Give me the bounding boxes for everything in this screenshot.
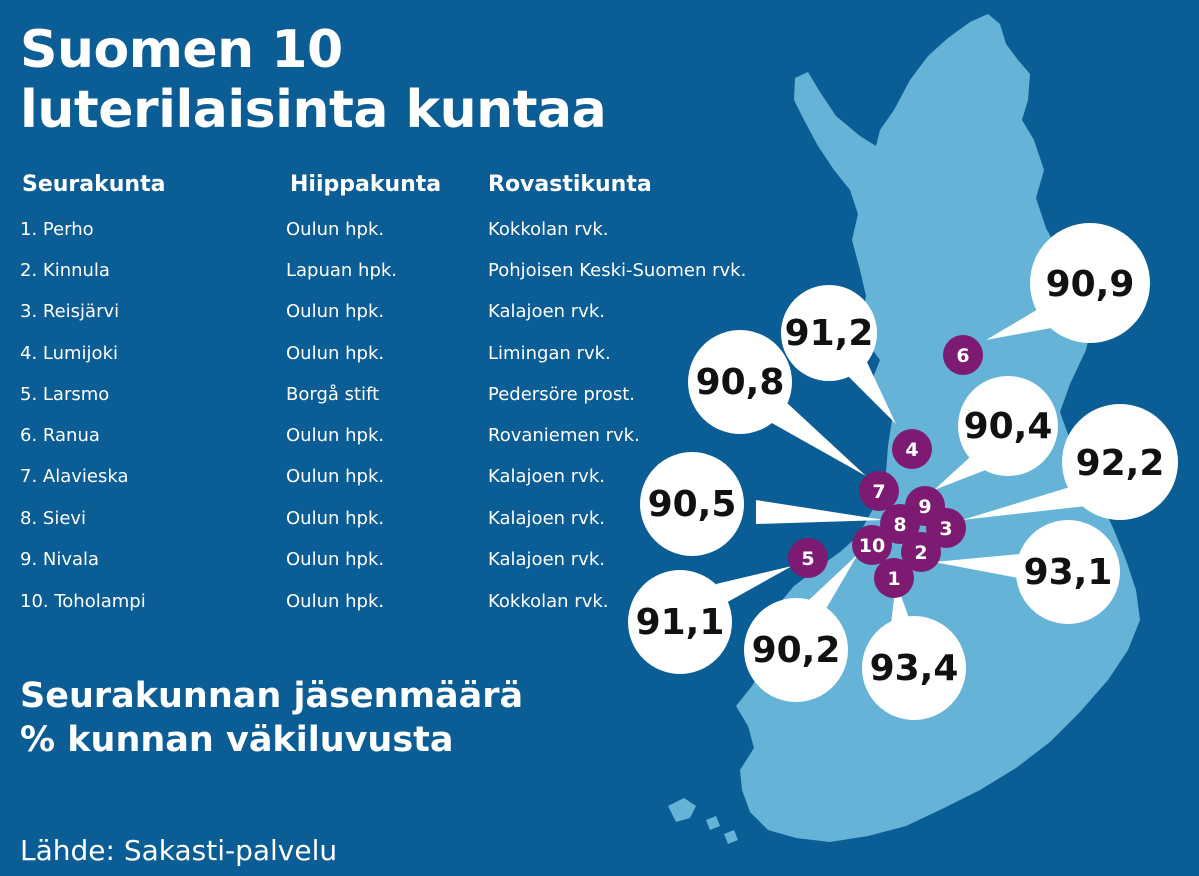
marker-3-number: 3: [939, 518, 952, 540]
marker-8[interactable]: 8: [880, 504, 920, 544]
marker-8-number: 8: [893, 514, 906, 536]
cell-rovastikunta: Kalajoen rvk.: [488, 549, 605, 570]
cell-hiippakunta: Oulun hpk.: [286, 301, 385, 322]
cell-hiippakunta: Oulun hpk.: [286, 549, 385, 570]
marker-10[interactable]: 10: [852, 525, 892, 565]
cell-rovastikunta: Pohjoisen Keski-Suomen rvk.: [488, 260, 747, 281]
bubble-10-value: 90,2: [752, 630, 841, 671]
cell-seurakunta: 2. Kinnula: [20, 260, 110, 281]
measure-description: Seurakunnan jäsenmäärä % kunnan väkiluvu…: [20, 674, 523, 762]
marker-4-number: 4: [905, 439, 918, 461]
cell-seurakunta: 1. Perho: [20, 219, 94, 240]
marker-5-number: 5: [801, 548, 814, 570]
pointer-5: [716, 566, 792, 604]
cell-seurakunta: 9. Nivala: [20, 549, 100, 570]
cell-hiippakunta: Oulun hpk.: [286, 466, 385, 487]
bubble-1: 93,4: [862, 616, 966, 720]
marker-9-number: 9: [918, 496, 931, 518]
bubble-5-value: 91,1: [636, 602, 725, 643]
bubble-9-value: 90,4: [964, 406, 1053, 447]
bubble-4-value: 91,2: [785, 313, 874, 354]
cell-seurakunta: 10. Toholampi: [20, 591, 146, 612]
cell-rovastikunta: Kokkolan rvk.: [488, 219, 609, 240]
marker-2-number: 2: [914, 542, 927, 564]
column-header-rovastikunta: Rovastikunta: [488, 172, 652, 197]
bubble-2-value: 93,1: [1024, 552, 1113, 593]
cell-rovastikunta: Pedersöre prost.: [488, 384, 635, 405]
marker-5[interactable]: 5: [788, 538, 828, 578]
marker-7[interactable]: 7: [859, 471, 899, 511]
bubble-5: 91,1: [628, 570, 732, 674]
pointer-8: [756, 500, 884, 524]
cell-seurakunta: 4. Lumijoki: [20, 343, 118, 364]
cell-rovastikunta: Kalajoen rvk.: [488, 466, 605, 487]
subtitle-line-2: % kunnan väkiluvusta: [20, 720, 454, 760]
cell-hiippakunta: Oulun hpk.: [286, 591, 385, 612]
bubble-3-value: 92,2: [1076, 443, 1165, 484]
marker-2[interactable]: 2: [901, 532, 941, 572]
marker-6[interactable]: 6: [943, 335, 983, 375]
bubble-7: 90,8: [688, 330, 792, 434]
cell-rovastikunta: Limingan rvk.: [488, 343, 611, 364]
cell-seurakunta: 7. Alavieska: [20, 466, 129, 487]
column-header-hiippakunta: Hiippakunta: [290, 172, 442, 197]
pointer-4: [844, 360, 896, 424]
archipelago-islet: [724, 830, 738, 844]
bubble-8-value: 90,5: [648, 484, 737, 525]
bubble-10: 90,2: [744, 598, 848, 702]
cell-seurakunta: 8. Sievi: [20, 508, 87, 529]
marker-1-number: 1: [887, 568, 900, 590]
cell-rovastikunta: Kokkolan rvk.: [488, 591, 609, 612]
marker-10-number: 10: [859, 535, 885, 557]
cell-hiippakunta: Oulun hpk.: [286, 219, 385, 240]
bubble-4: 91,2: [781, 285, 877, 381]
marker-1[interactable]: 1: [874, 558, 914, 598]
title-line-1: Suomen 10: [20, 20, 343, 80]
cell-hiippakunta: Borgå stift: [286, 384, 380, 405]
value-bubbles: 90,9 91,2 90,8 90,4 92,2 90,5 93,1 91,1: [628, 223, 1178, 720]
cell-seurakunta: 6. Ranua: [20, 425, 100, 446]
pointer-3: [962, 484, 1086, 520]
bubble-1-value: 93,4: [870, 648, 959, 689]
marker-7-number: 7: [872, 481, 885, 503]
cell-hiippakunta: Oulun hpk.: [286, 425, 385, 446]
municipality-markers: 6 4 7 1 2 3 9 8: [788, 335, 983, 598]
cell-seurakunta: 3. Reisjärvi: [20, 301, 120, 322]
aland-islands: [668, 798, 696, 822]
cell-hiippakunta: Oulun hpk.: [286, 508, 385, 529]
cell-rovastikunta: Kalajoen rvk.: [488, 508, 605, 529]
cell-seurakunta: 5. Larsmo: [20, 384, 110, 405]
marker-4[interactable]: 4: [892, 429, 932, 469]
pointer-2: [934, 554, 1020, 578]
title-line-2: luterilaisinta kuntaa: [20, 80, 607, 140]
bubble-2: 93,1: [1016, 520, 1120, 624]
column-header-seurakunta: Seurakunta: [22, 172, 166, 197]
bubble-3: 92,2: [1062, 404, 1178, 520]
cell-hiippakunta: Lapuan hpk.: [286, 260, 398, 281]
pointer-7: [770, 402, 866, 476]
bubble-7-value: 90,8: [696, 362, 785, 403]
subtitle-line-1: Seurakunnan jäsenmäärä: [20, 676, 524, 716]
bubble-6-value: 90,9: [1046, 264, 1135, 305]
cell-rovastikunta: Rovaniemen rvk.: [488, 425, 640, 446]
cell-hiippakunta: Oulun hpk.: [286, 343, 385, 364]
page-title: Suomen 10 luterilaisinta kuntaa: [20, 20, 607, 140]
marker-6-number: 6: [956, 345, 969, 367]
bubble-8: 90,5: [640, 452, 744, 556]
bubble-9: 90,4: [958, 376, 1058, 476]
bubble-6: 90,9: [1030, 223, 1150, 343]
source-note: Lähde: Sakasti-palvelu: [20, 834, 338, 867]
archipelago-islet: [706, 816, 720, 830]
cell-rovastikunta: Kalajoen rvk.: [488, 301, 605, 322]
